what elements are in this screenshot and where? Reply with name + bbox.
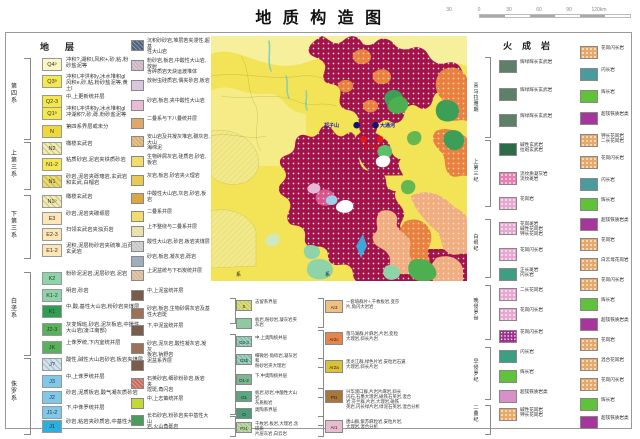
svg-text:西宁镇: 西宁镇 <box>363 144 378 151</box>
svg-text:祁子山: 祁子山 <box>324 122 339 129</box>
svg-text:大通河: 大通河 <box>380 122 395 129</box>
